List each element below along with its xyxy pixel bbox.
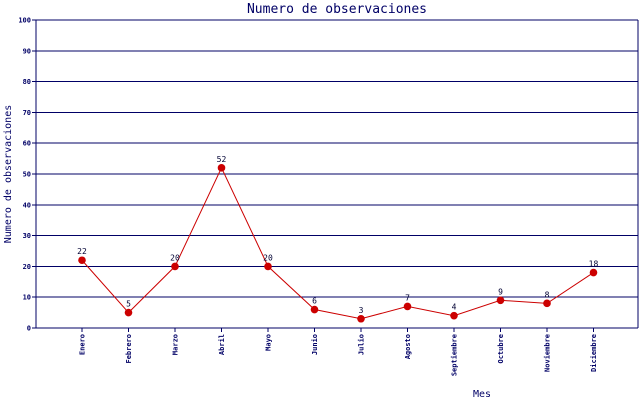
data-point-mayo — [264, 262, 272, 271]
data-label-agosto: 7 — [405, 293, 410, 302]
x-tick-label-septiembre: Septiembre — [451, 334, 459, 376]
data-label-octubre: 9 — [498, 287, 503, 296]
x-tick-label-abril: Abril — [218, 334, 226, 355]
x-tick-label-noviembre: Noviembre — [544, 334, 552, 372]
x-tick-label-febrero: Febrero — [125, 334, 133, 364]
data-point-abril — [217, 164, 226, 172]
y-tick-label: 0 — [27, 325, 31, 333]
grid-lines — [36, 19, 638, 298]
data-label-abril: 52 — [217, 155, 227, 164]
data-point-enero — [78, 256, 86, 265]
x-tick-label-agosto: Agosto — [404, 334, 412, 359]
chart-title: Numero de observaciones — [247, 2, 427, 17]
y-tick-label: 20 — [23, 263, 31, 271]
data-label-septiembre: 4 — [452, 303, 457, 312]
data-labels: 22 5 20 52 20 6 3 7 4 9 8 18 — [77, 155, 598, 315]
x-tick-label-octubre: Octubre — [497, 334, 505, 364]
x-tick-label-diciembre: Diciembre — [590, 334, 598, 372]
data-label-julio: 3 — [359, 306, 364, 315]
y-tick-label: 90 — [23, 47, 31, 55]
data-point-marzo — [171, 262, 179, 271]
x-tick-label-mayo: Mayo — [265, 334, 273, 351]
x-tick-label-julio: Julio — [358, 334, 366, 355]
data-label-enero: 22 — [77, 247, 87, 256]
y-tick-label: 80 — [23, 78, 31, 86]
data-label-marzo: 20 — [170, 253, 180, 262]
x-tick-label-junio: Junio — [311, 334, 319, 355]
data-label-junio: 6 — [312, 297, 317, 306]
data-point-febrero — [124, 308, 133, 317]
series-line — [81, 166, 594, 320]
data-point-diciembre — [589, 268, 598, 277]
y-tick-label: 30 — [23, 232, 31, 240]
data-point-septiembre — [450, 311, 458, 320]
y-tick-label: 40 — [23, 201, 31, 209]
data-label-mayo: 20 — [263, 253, 273, 262]
data-label-febrero: 5 — [126, 300, 131, 309]
data-label-diciembre: 18 — [589, 260, 599, 269]
data-point-julio — [357, 314, 365, 323]
data-point-agosto — [403, 302, 412, 311]
axes — [32, 19, 639, 332]
series-observaciones — [78, 164, 598, 323]
y-tick-label: 100 — [18, 17, 31, 25]
data-point-noviembre — [543, 299, 551, 308]
x-tick-label-marzo: Marzo — [172, 334, 180, 355]
y-tick-label: 70 — [23, 109, 31, 117]
y-tick-label: 10 — [23, 294, 31, 302]
y-tick-label: 60 — [23, 140, 31, 148]
data-label-noviembre: 8 — [545, 290, 550, 299]
x-tick-label-enero: Enero — [79, 334, 87, 355]
data-point-junio — [310, 305, 319, 314]
y-axis-title: Numero de observaciones — [3, 105, 14, 243]
x-axis-title: Mes — [473, 389, 491, 400]
tick-labels: 0 10 20 30 40 50 60 70 80 90 100 Enero Febrero Marzo A… — [18, 17, 598, 377]
y-tick-label: 50 — [23, 171, 31, 179]
data-point-octubre — [496, 296, 505, 305]
